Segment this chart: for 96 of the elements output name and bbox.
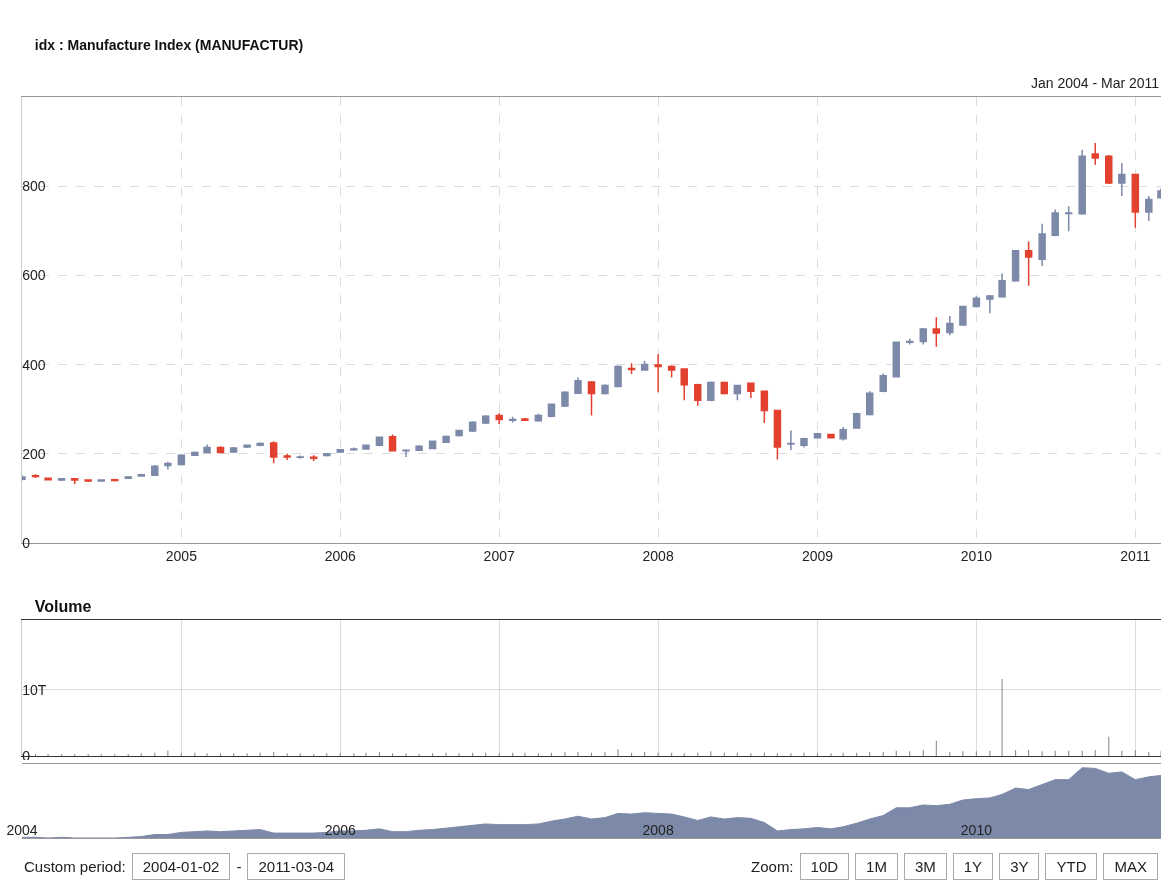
candlestick — [614, 364, 622, 389]
candlestick — [959, 304, 967, 327]
candlestick — [1024, 240, 1033, 287]
x-tick-label: 2006 — [324, 822, 357, 838]
candlestick — [601, 383, 609, 396]
x-tick-label: 2006 — [324, 547, 357, 564]
y-tick-label: 400 — [22, 356, 46, 373]
candlestick — [455, 428, 463, 438]
y-tick-label: 0 — [22, 534, 31, 551]
candlestick — [296, 454, 304, 460]
y-tick-label: 10T — [22, 681, 47, 698]
candlestick — [256, 441, 264, 447]
candlestick — [1078, 148, 1086, 216]
x-tick-label: 2009 — [801, 547, 834, 564]
candlestick — [800, 436, 808, 449]
y-tick-label: 200 — [22, 445, 46, 462]
candlestick — [1051, 208, 1059, 237]
text: - — [236, 857, 242, 875]
zoom-button: 3Y — [999, 852, 1040, 880]
candlestick — [865, 390, 874, 417]
candlestick — [336, 448, 345, 454]
zoom-button: YTD — [1045, 852, 1098, 880]
candlestick — [986, 294, 994, 315]
candlestick — [84, 478, 92, 483]
candlestick — [1091, 142, 1099, 166]
candlestick — [760, 389, 769, 424]
candlestick — [879, 372, 887, 393]
candlestick — [919, 327, 928, 346]
candlestick — [1131, 172, 1140, 229]
text: Zoom: — [751, 857, 794, 875]
candlestick — [191, 450, 199, 457]
candlestick — [442, 434, 450, 444]
candlestick — [561, 390, 569, 408]
candlestick — [680, 367, 688, 402]
candlestick — [574, 376, 582, 395]
candlestick — [773, 408, 782, 461]
candlestick — [707, 380, 715, 402]
candlestick — [587, 380, 596, 417]
candlestick — [946, 315, 954, 336]
candlestick — [362, 443, 370, 451]
x-tick-label: 2010 — [960, 822, 993, 838]
candlestick — [97, 478, 105, 483]
candlestick — [787, 429, 795, 451]
x-tick-label: 2004 — [6, 822, 38, 838]
candlestick — [1118, 162, 1126, 197]
candlestick — [892, 340, 901, 379]
candlestick — [203, 443, 211, 455]
chart-title: Volume — [34, 597, 92, 615]
date-field: 2011-03-04 — [247, 852, 346, 880]
zoom-button: 3M — [903, 852, 947, 880]
candlestick — [350, 446, 358, 452]
candlestick — [468, 420, 477, 433]
zoom-button: 10D — [799, 852, 850, 880]
x-tick-label: 2008 — [642, 822, 674, 838]
candlestick — [906, 337, 914, 346]
text: Custom period: — [24, 857, 126, 875]
date-field: 2004-01-02 — [131, 852, 231, 880]
candlestick — [283, 453, 291, 461]
zoom-button: 1M — [855, 852, 898, 880]
candlestick — [269, 440, 278, 464]
candlestick — [229, 446, 238, 454]
candlestick — [243, 443, 251, 449]
candlestick — [164, 461, 172, 471]
x-tick-label: 2005 — [165, 547, 198, 564]
candlestick — [177, 453, 186, 467]
chart-title: idx : Manufacture Index (MANUFACTUR) — [34, 36, 304, 53]
candlestick — [694, 383, 702, 407]
candlestick — [1011, 249, 1020, 283]
candlestick — [654, 353, 662, 393]
x-tick-label: 2011 — [1120, 547, 1151, 564]
x-tick-label: 2007 — [483, 547, 515, 564]
candlestick — [747, 381, 755, 399]
zoom-button: MAX — [1103, 852, 1158, 880]
candlestick — [667, 364, 676, 379]
candlestick — [495, 412, 503, 425]
x-tick-label: 2008 — [642, 547, 674, 564]
candlestick — [932, 316, 941, 348]
x-tick-label: 2010 — [960, 547, 993, 564]
candlestick — [1145, 195, 1153, 222]
candlestick — [388, 433, 397, 453]
candlestick — [1038, 222, 1046, 267]
candlestick — [998, 272, 1006, 299]
candlestick — [972, 295, 981, 309]
candlestick — [1064, 205, 1073, 232]
zoom-button: 1Y — [952, 852, 994, 880]
candlestick — [852, 412, 861, 430]
candlestick — [151, 464, 159, 477]
candlestick — [521, 417, 529, 422]
y-tick-label: 600 — [22, 267, 46, 284]
candlestick — [402, 448, 410, 458]
y-tick-label: 800 — [22, 178, 46, 195]
candlestick — [1105, 154, 1113, 185]
candlestick — [640, 360, 649, 372]
chart-subtitle: Jan 2004 - Mar 2011 — [1031, 75, 1160, 91]
candlestick — [839, 426, 847, 442]
candlestick — [415, 444, 423, 452]
